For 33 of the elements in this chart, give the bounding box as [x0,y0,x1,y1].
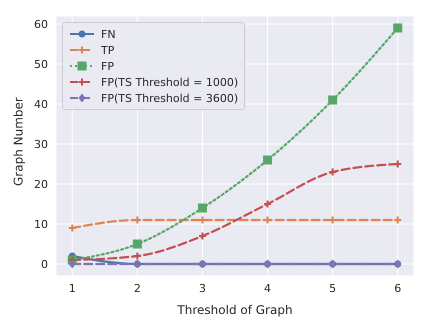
legend-label: FP [101,60,114,72]
y-tick-label: 40 [34,98,48,111]
x-tick-label: 2 [134,282,141,295]
point [393,24,402,32]
point [132,252,142,260]
point [328,96,338,104]
point [393,160,402,168]
point [132,240,142,248]
point [263,200,272,208]
legend-label: TP [101,44,114,56]
point [393,216,402,224]
point [198,232,207,240]
legend-label: FP(TS Threshold = 1000) [101,76,238,88]
y-tick-label: 30 [34,138,48,151]
point [263,156,272,164]
point [198,204,207,212]
point [68,224,77,232]
y-tick-label: 0 [41,258,48,271]
x-tick-label: 6 [394,282,402,295]
x-tick-label: 1 [68,282,76,295]
y-tick-label: 60 [34,18,48,31]
legend-label: FN [101,28,116,40]
point [68,260,76,268]
x-tick-label: 5 [329,282,336,295]
point [328,168,338,176]
y-tick-label: 20 [34,178,48,191]
y-tick-label: 50 [34,58,48,71]
x-tick-label: 4 [264,282,272,295]
x-tick-label: 3 [198,282,206,295]
x-axis-title: Threshold of Graph [176,303,293,317]
y-tick-label: 10 [34,218,48,231]
legend-label: FP(TS Threshold = 3600) [101,92,238,104]
y-axis-title: Graph Number [11,97,26,186]
